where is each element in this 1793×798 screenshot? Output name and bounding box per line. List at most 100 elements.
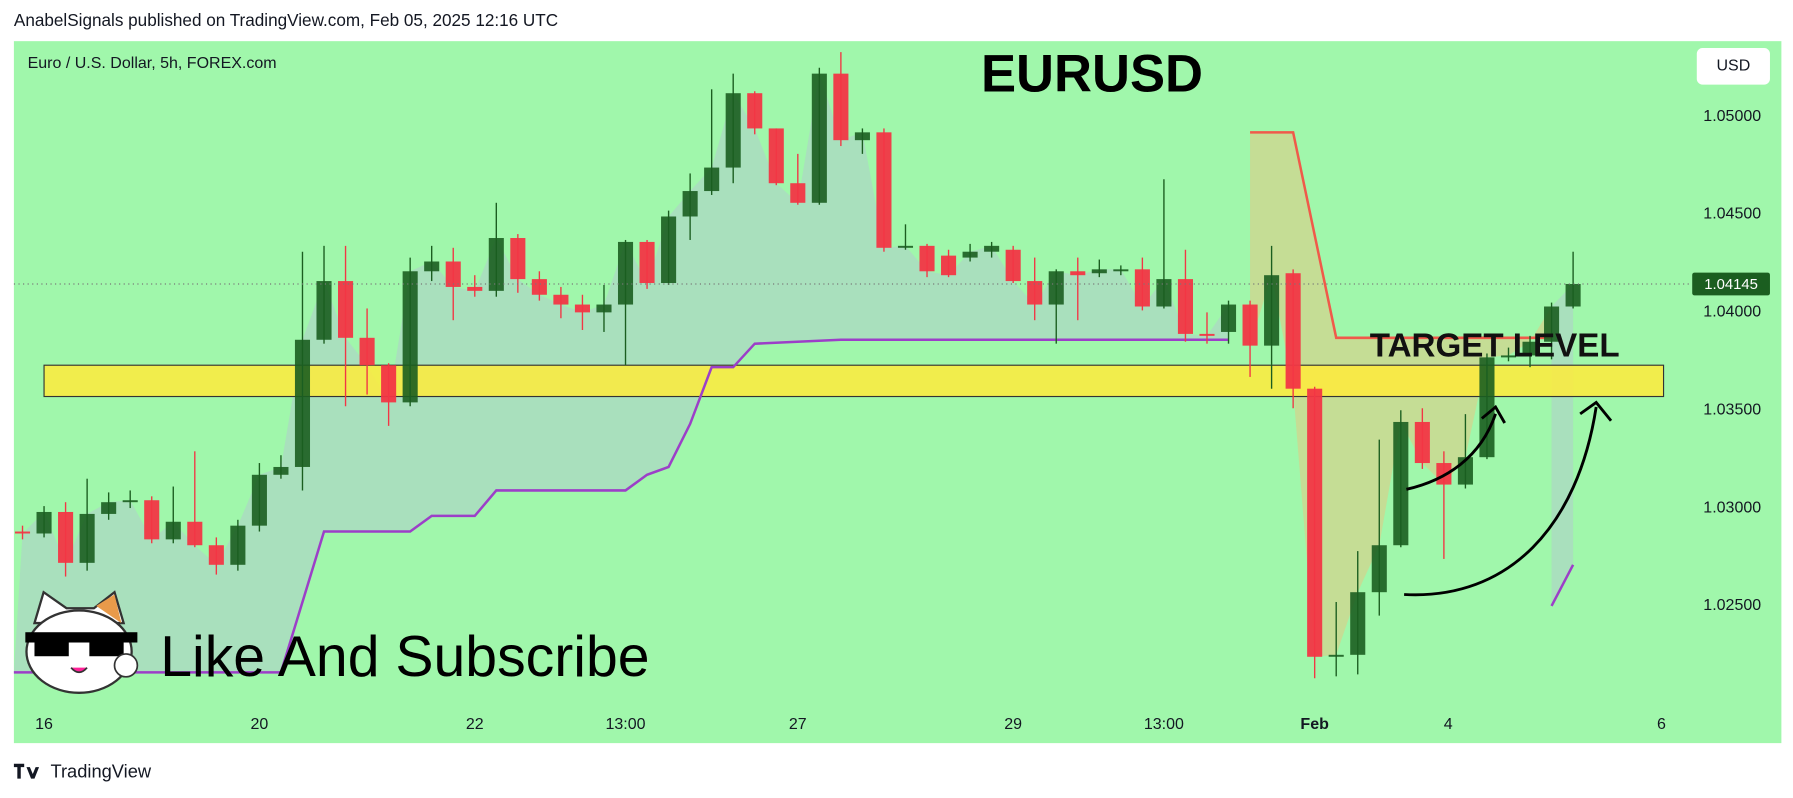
x-tick-label: 4	[1444, 716, 1453, 733]
candle-body	[617, 241, 634, 305]
indicator-line	[13, 338, 1229, 674]
candle-body	[467, 286, 483, 291]
candle-body	[79, 513, 95, 563]
candle-body	[1005, 249, 1021, 282]
candle-body	[510, 238, 526, 280]
header: AnabelSignals published on TradingView.c…	[14, 10, 558, 30]
candles	[14, 52, 1581, 679]
candle-body	[1328, 654, 1344, 657]
candle-body	[854, 132, 870, 141]
candle-body	[1565, 283, 1581, 307]
candle-body	[661, 216, 677, 284]
candle-body	[876, 132, 892, 248]
candle-body	[768, 128, 784, 184]
candle-body	[919, 245, 935, 272]
candle-body	[833, 73, 849, 141]
y-tick-label: 1.02500	[1703, 597, 1761, 614]
chart-title: EURUSD	[981, 45, 1203, 104]
logo	[13, 763, 40, 779]
candle-body	[273, 466, 289, 475]
last-price-label: 1.04145	[1704, 277, 1758, 293]
y-tick-label: 1.04000	[1703, 304, 1761, 321]
x-tick-label: 27	[789, 716, 807, 733]
x-tick-label: Feb	[1300, 716, 1329, 733]
x-tick-label: 13:00	[605, 716, 645, 733]
candle-body	[639, 241, 655, 284]
candle-body	[338, 281, 354, 338]
candle-body	[1307, 388, 1323, 657]
candle-body	[941, 255, 957, 276]
candle-body	[1436, 463, 1452, 485]
candle-body	[1522, 341, 1538, 356]
candle-body	[682, 191, 698, 217]
candle-body	[316, 281, 332, 340]
symbol-label: Euro / U.S. Dollar, 5h, FOREX.com	[28, 55, 277, 72]
subscribe-label: Like And Subscribe	[160, 625, 649, 689]
candle-body	[1070, 271, 1086, 276]
candle-body	[14, 531, 31, 534]
target-label: TARGET LEVEL	[1370, 327, 1620, 364]
candle-body	[1220, 304, 1237, 332]
candle-body	[187, 521, 203, 546]
y-tick-label: 1.05000	[1703, 108, 1761, 125]
candle-body	[1350, 592, 1366, 655]
candle-body	[381, 365, 397, 403]
candle-body	[596, 304, 612, 313]
footer: TradingView	[50, 761, 151, 782]
x-tick-label: 6	[1657, 716, 1666, 733]
candle-body	[58, 511, 74, 563]
x-tick-label: 29	[1004, 716, 1022, 733]
candle-body	[144, 500, 160, 540]
candle-body	[725, 93, 741, 168]
candle-body	[531, 279, 547, 295]
candle-body	[1134, 269, 1150, 307]
candle-body	[1264, 275, 1280, 346]
candle-body	[1479, 357, 1495, 458]
currency-label[interactable]: USD	[1716, 58, 1750, 75]
x-tick-label: 20	[251, 716, 269, 733]
arrow	[1406, 413, 1497, 491]
candle-body	[1177, 279, 1193, 334]
candle-body	[962, 251, 978, 258]
candle-body	[1544, 306, 1560, 342]
candle-body	[1091, 269, 1107, 274]
candle-body	[208, 545, 224, 565]
candle-body	[402, 271, 418, 403]
indicator-line	[1550, 564, 1575, 607]
x-tick-label: 16	[35, 716, 53, 733]
candle-body	[1027, 281, 1043, 305]
candle-body	[1199, 333, 1215, 336]
x-tick-label: 13:00	[1144, 716, 1184, 733]
candle-body	[897, 245, 914, 248]
candle-body	[1371, 545, 1387, 593]
candle-body	[359, 337, 375, 366]
candle-body	[101, 502, 117, 514]
arrow	[1404, 406, 1598, 597]
candle-body	[1393, 421, 1409, 546]
arrow-head	[1480, 404, 1506, 424]
candle-body	[553, 294, 569, 305]
axes: 1.04145 1.02500 1.03000 1.03500 1.04000 1.045…	[13, 108, 1770, 733]
indicator-lines	[13, 131, 1575, 674]
candle-body	[1414, 421, 1430, 464]
x-tick-label: 22	[466, 716, 484, 733]
candle-body	[811, 73, 827, 203]
cat-icon	[25, 590, 139, 694]
candle-body	[294, 339, 311, 467]
candle-body	[424, 261, 440, 272]
candle-body	[1285, 273, 1301, 389]
zones	[43, 364, 1665, 398]
y-tick-label: 1.03500	[1703, 401, 1761, 418]
candle-body	[1242, 304, 1258, 346]
candle-body	[122, 500, 138, 503]
candle-body	[790, 183, 806, 203]
currency-button[interactable]	[1696, 48, 1770, 85]
y-tick-label: 1.04500	[1703, 206, 1761, 223]
indicator-line	[1250, 131, 1552, 340]
y-tick-label: 1.03000	[1703, 499, 1761, 516]
candle-body	[747, 93, 763, 129]
arrow-head	[1579, 400, 1613, 422]
candle-body	[1500, 355, 1517, 358]
candle-body	[574, 304, 590, 313]
candle-body	[1113, 269, 1129, 272]
